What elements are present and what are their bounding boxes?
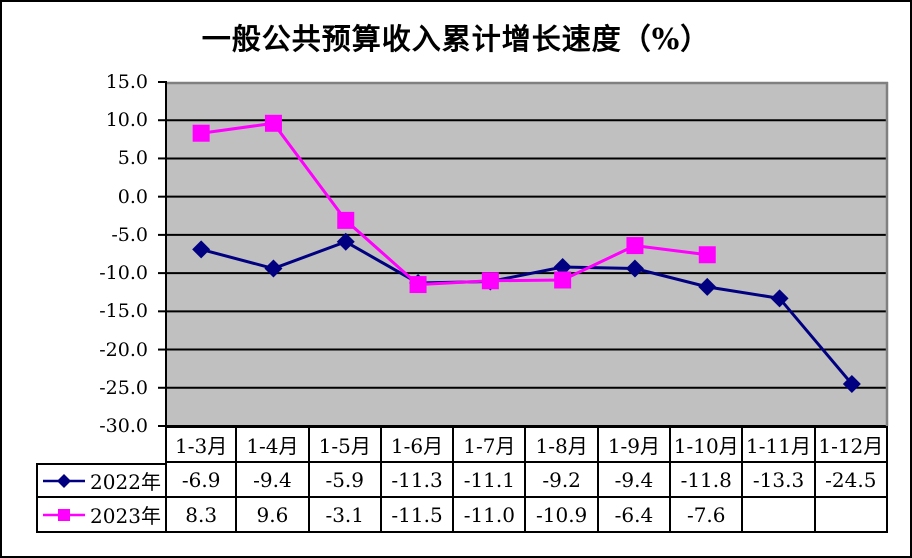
value-cell: -3.1 (309, 498, 382, 533)
y-tick-label: -20.0 (99, 338, 148, 361)
legend-key-2023: 2023年 (36, 498, 165, 533)
legend-label: 2023年 (90, 504, 161, 528)
marker-2022-1 (264, 259, 283, 278)
value-cell: -11.3 (381, 463, 455, 498)
plot-area (158, 81, 889, 429)
marker-2022-7 (698, 277, 717, 296)
plot-background (165, 82, 888, 426)
series-line-2022 (200, 240, 853, 385)
value-cell: -9.4 (598, 463, 672, 498)
category-header-cell: 1-9月 (598, 426, 672, 463)
marker-2023-2 (337, 211, 355, 229)
value-cell: 9.6 (237, 498, 310, 533)
value-cell (815, 498, 888, 533)
y-tick-label: -15.0 (99, 300, 148, 323)
value-cell: -11.0 (454, 498, 527, 533)
legend-marker (57, 473, 72, 488)
marker-2023-1 (264, 114, 282, 132)
value-cell: -24.5 (815, 463, 888, 498)
value-cell: -6.9 (165, 463, 238, 498)
value-cell: -9.4 (237, 463, 310, 498)
data-table: 1-3月 1-4月 1-5月 1-6月 1-7月 1-8月 1-9月 1-10月 1-11月 1-… (36, 426, 888, 533)
value-cell: -13.3 (743, 463, 816, 498)
category-header-cell: 1-4月 (237, 426, 310, 463)
y-tick-label: -30.0 (99, 415, 148, 437)
category-header-cell: 1-3月 (165, 426, 238, 463)
category-header-cell: 1-10月 (671, 426, 744, 463)
legend-swatch-2022 (43, 473, 86, 488)
value-cell: -11.1 (454, 463, 527, 498)
legend-swatch-2023 (43, 508, 86, 521)
legend-key-2022: 2022年 (36, 463, 165, 498)
marker-2022-6 (625, 259, 644, 278)
marker-2023-0 (192, 124, 210, 142)
series-line-2023 (200, 121, 708, 287)
value-cell: -11.5 (381, 498, 455, 533)
marker-2023-3 (409, 276, 427, 294)
y-tick-label: 10.0 (105, 109, 148, 132)
category-header-cell: 1-11月 (743, 426, 816, 463)
y-tick-label: 5.0 (117, 147, 148, 170)
category-header-cell: 1-8月 (526, 426, 599, 463)
value-cell: -10.9 (526, 498, 599, 533)
y-tick-label: -10.0 (99, 262, 148, 285)
marker-2022-0 (192, 240, 211, 259)
category-header-cell: 1-12月 (815, 426, 888, 463)
marker-2022-9 (842, 374, 861, 393)
marker-2022-2 (336, 232, 355, 251)
value-cell: -9.2 (526, 463, 599, 498)
y-tick-label: 15.0 (105, 71, 148, 93)
marker-2022-8 (770, 289, 789, 308)
category-header-cell: 1-5月 (309, 426, 382, 463)
value-cell: -5.9 (309, 463, 382, 498)
category-header-cell: 1-7月 (454, 426, 527, 463)
table-corner-spacer (36, 426, 165, 463)
marker-2023-6 (626, 237, 644, 255)
legend-marker (58, 508, 71, 521)
marker-2023-5 (554, 271, 572, 289)
value-cell (743, 498, 816, 533)
marker-2023-4 (481, 272, 499, 290)
y-tick-label: -5.0 (111, 223, 148, 246)
value-cell: -11.8 (671, 463, 744, 498)
value-cell: -7.6 (671, 498, 744, 533)
y-tick-label: -25.0 (99, 376, 148, 399)
marker-2023-7 (698, 246, 716, 264)
value-cell: 8.3 (165, 498, 238, 533)
category-header-cell: 1-6月 (381, 426, 455, 463)
y-tick-label: 0.0 (117, 185, 148, 208)
chart-title: 一般公共预算收入累计增长速度（%） (201, 22, 711, 56)
legend-label: 2022年 (90, 470, 161, 494)
value-cell: -6.4 (598, 498, 672, 533)
